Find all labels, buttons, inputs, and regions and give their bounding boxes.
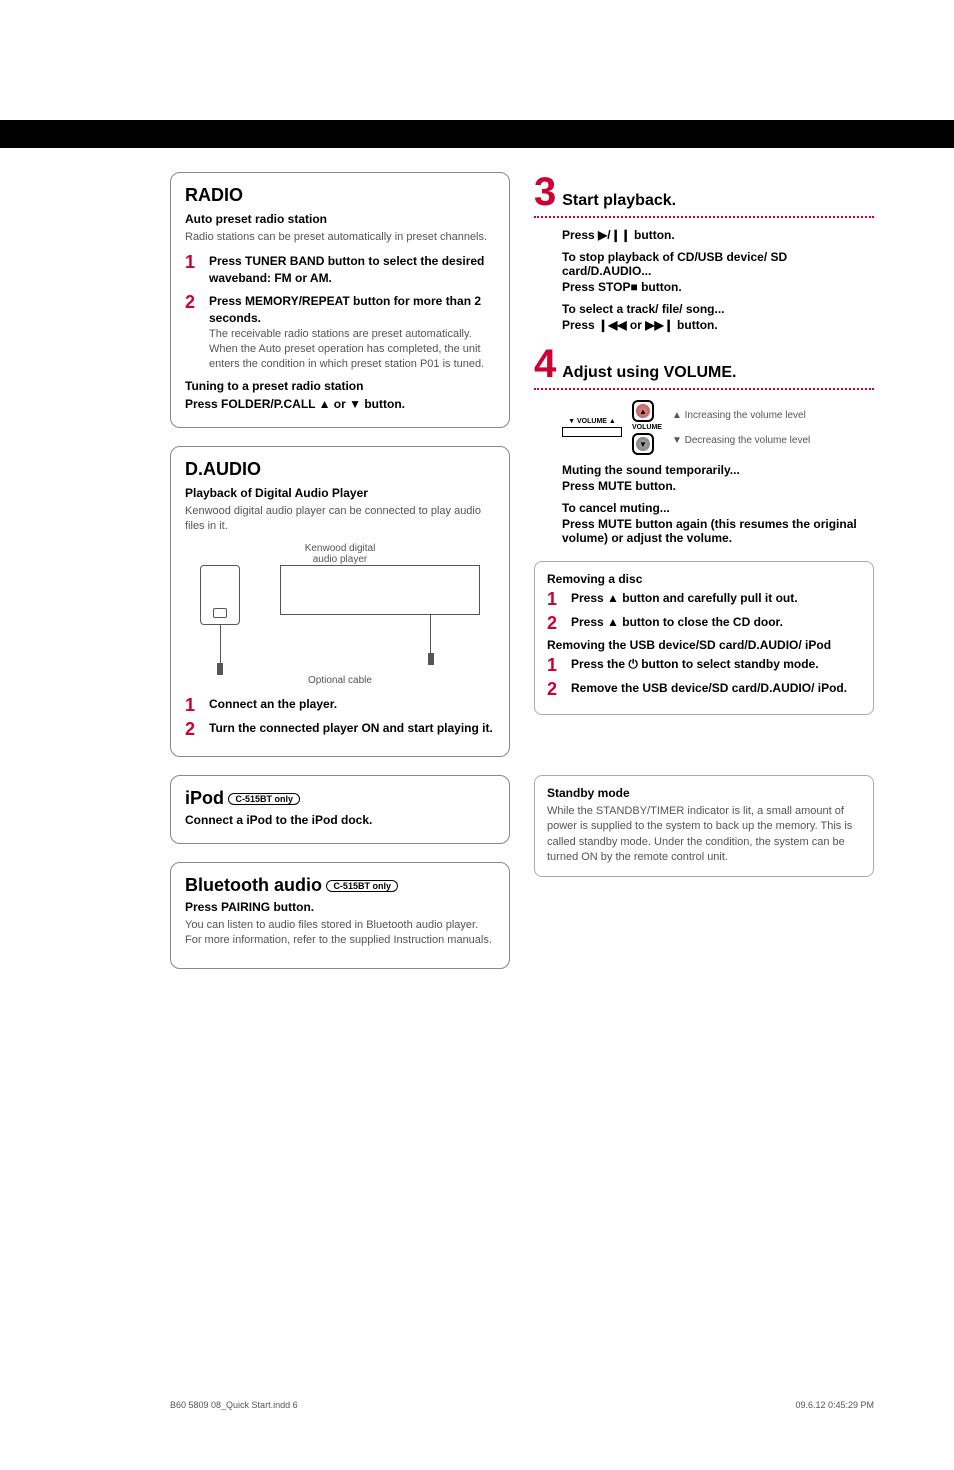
page-content: RADIO Auto preset radio station Radio st… xyxy=(0,172,954,987)
step4-header: 4 Adjust using VOLUME. xyxy=(534,344,874,384)
radio-section: RADIO Auto preset radio station Radio st… xyxy=(170,172,510,428)
remove-disc-step-1: 1 Press ▲ button and carefully pull it o… xyxy=(547,590,861,608)
radio-tuning-line: Press FOLDER/P.CALL ▲ or ▼ button. xyxy=(185,397,495,411)
volume-down-icon: ▼ xyxy=(632,433,654,455)
daudio-step-2: 2 Turn the connected player ON and start… xyxy=(185,720,495,738)
ipod-title: iPod xyxy=(185,788,224,808)
remove-box: Removing a disc 1 Press ▲ button and car… xyxy=(534,561,874,715)
diagram-row xyxy=(200,565,480,675)
radio-step-2: 2 Press MEMORY/REPEAT button for more th… xyxy=(185,293,495,373)
step3-title: Start playback. xyxy=(562,192,676,210)
bluetooth-title: Bluetooth audio xyxy=(185,875,322,895)
daudio-step1-text: Connect an the player. xyxy=(209,696,337,714)
bluetooth-body: You can listen to audio files stored in … xyxy=(185,918,495,949)
ipod-badge: C-515BT only xyxy=(228,793,300,805)
mute-heading: Muting the sound temporarily... xyxy=(562,463,874,477)
daudio-title: D.AUDIO xyxy=(185,459,495,480)
remove-usb-step1-text: Press the ⏻ button to select standby mod… xyxy=(571,656,819,674)
player-icon xyxy=(200,565,240,625)
footer-left: B60 5809 08_Quick Start.indd 6 xyxy=(170,1400,298,1410)
cable-icon xyxy=(430,615,431,655)
daudio-diagram: Kenwood digital audio player Optional ca… xyxy=(185,543,495,686)
volume-down-desc: ▼ Decreasing the volume level xyxy=(672,435,810,446)
radio-step-1: 1 Press TUNER BAND button to select the … xyxy=(185,253,495,287)
volume-bar-icon xyxy=(562,427,622,437)
daudio-playback-heading: Playback of Digital Audio Player xyxy=(185,486,495,500)
radio-step1-text: Press TUNER BAND button to select the de… xyxy=(209,253,495,287)
volume-btn-label: VOLUME xyxy=(632,424,662,431)
step-number: 2 xyxy=(185,293,201,373)
step4-divider xyxy=(534,388,874,390)
step3-press-play: Press ▶/❙❙ button. xyxy=(562,228,874,242)
bluetooth-line: Press PAIRING button. xyxy=(185,900,495,914)
step3-select-line: Press ❙◀◀ or ▶▶❙ button. xyxy=(562,318,874,332)
remove-disc-step2-text: Press ▲ button to close the CD door. xyxy=(571,614,783,632)
footer-right: 09.6.12 0:45:29 PM xyxy=(795,1400,874,1410)
radio-step2-text: Press MEMORY/REPEAT button for more than… xyxy=(209,293,495,327)
page-footer: B60 5809 08_Quick Start.indd 6 09.6.12 0… xyxy=(170,1400,874,1410)
cancel-mute-line: Press MUTE button again (this resumes th… xyxy=(562,517,874,545)
device-illustration xyxy=(280,565,480,665)
step3-header: 3 Start playback. xyxy=(534,172,874,212)
jack-icon xyxy=(428,653,434,665)
radio-tuning-heading: Tuning to a preset radio station xyxy=(185,379,495,393)
step3-number: 3 xyxy=(534,172,556,212)
step-number: 1 xyxy=(547,656,563,674)
step3-divider xyxy=(534,216,874,218)
jack-icon xyxy=(217,663,223,675)
volume-up-icon: ▲ xyxy=(632,400,654,422)
step-number: 2 xyxy=(547,614,563,632)
remove-usb-step-1: 1 Press the ⏻ button to select standby m… xyxy=(547,656,861,674)
standby-box: Standby mode While the STANDBY/TIMER ind… xyxy=(534,775,874,877)
remove-disc-heading: Removing a disc xyxy=(547,572,861,586)
step-number: 2 xyxy=(547,680,563,698)
ipod-line: Connect a iPod to the iPod dock. xyxy=(185,813,495,827)
daudio-section: D.AUDIO Playback of Digital Audio Player… xyxy=(170,446,510,757)
step4-number: 4 xyxy=(534,344,556,384)
step-number: 1 xyxy=(185,253,201,287)
daudio-step-1: 1 Connect an the player. xyxy=(185,696,495,714)
volume-buttons: ▲ VOLUME ▼ xyxy=(632,400,662,455)
remove-disc-step1-text: Press ▲ button and carefully pull it out… xyxy=(571,590,798,608)
volume-diagram: ▼ VOLUME ▲ ▲ VOLUME ▼ ▲ Increasing the v… xyxy=(562,400,874,455)
device-icon xyxy=(280,565,480,615)
daudio-diagram-label: Kenwood digital audio player xyxy=(305,543,376,565)
step-number: 1 xyxy=(185,696,201,714)
mute-line: Press MUTE button. xyxy=(562,479,874,493)
standby-body: While the STANDBY/TIMER indicator is lit… xyxy=(547,804,861,866)
volume-up-desc: ▲ Increasing the volume level xyxy=(672,410,810,421)
volume-bar-block: ▼ VOLUME ▲ xyxy=(562,418,622,437)
step-number: 2 xyxy=(185,720,201,738)
daudio-playback-body: Kenwood digital audio player can be conn… xyxy=(185,504,495,535)
step-number: 1 xyxy=(547,590,563,608)
daudio-step2-text: Turn the connected player ON and start p… xyxy=(209,720,493,738)
bluetooth-section: Bluetooth audio C-515BT only Press PAIRI… xyxy=(170,862,510,970)
step4-title: Adjust using VOLUME. xyxy=(562,364,736,382)
volume-bar-label: ▼ VOLUME ▲ xyxy=(568,418,616,425)
radio-title: RADIO xyxy=(185,185,495,206)
ipod-section: iPod C-515BT only Connect a iPod to the … xyxy=(170,775,510,844)
right-column: 3 Start playback. Press ▶/❙❙ button. To … xyxy=(534,172,874,987)
bluetooth-badge: C-515BT only xyxy=(326,880,398,892)
header-bar xyxy=(0,120,954,148)
radio-step2-body: The receivable radio stations are preset… xyxy=(209,327,495,373)
cancel-mute-heading: To cancel muting... xyxy=(562,501,874,515)
radio-auto-preset-heading: Auto preset radio station xyxy=(185,212,495,226)
remove-usb-heading: Removing the USB device/SD card/D.AUDIO/… xyxy=(547,638,861,652)
step3-stop-heading: To stop playback of CD/USB device/ SD ca… xyxy=(562,250,874,278)
step3-stop-line: Press STOP■ button. xyxy=(562,280,874,294)
volume-descriptions: ▲ Increasing the volume level ▼ Decreasi… xyxy=(672,410,810,446)
radio-auto-preset-body: Radio stations can be preset automatical… xyxy=(185,230,495,245)
step3-select-heading: To select a track/ file/ song... xyxy=(562,302,874,316)
left-column: RADIO Auto preset radio station Radio st… xyxy=(170,172,510,987)
optional-cable-label: Optional cable xyxy=(308,675,372,686)
remove-usb-step-2: 2 Remove the USB device/SD card/D.AUDIO/… xyxy=(547,680,861,698)
remove-usb-step2-text: Remove the USB device/SD card/D.AUDIO/ i… xyxy=(571,680,847,698)
remove-disc-step-2: 2 Press ▲ button to close the CD door. xyxy=(547,614,861,632)
player-illustration xyxy=(200,565,240,675)
standby-title: Standby mode xyxy=(547,786,861,800)
cable-icon xyxy=(220,625,221,665)
